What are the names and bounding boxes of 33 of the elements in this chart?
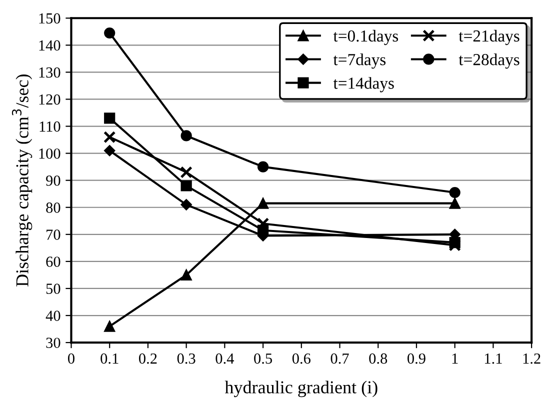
legend-label: t=7days [333, 54, 386, 69]
y-tick-label: 60 [46, 256, 60, 267]
y-tick-label: 70 [46, 230, 60, 240]
x-tick-label: 0.9 [408, 353, 426, 364]
legend-label: t=28days [458, 54, 520, 69]
y-axis-title: Discharge capacity (cm$^{3}$/sec) [12, 74, 32, 286]
y-tick-label: 90 [46, 175, 60, 186]
x-tick-label: 1 [452, 353, 458, 364]
x-tick-label: 0.4 [216, 353, 234, 364]
y-tick-label: 130 [39, 67, 60, 78]
x-tick-label: 0.2 [138, 353, 157, 364]
y-tick-label: 120 [39, 94, 60, 105]
y-tick-label: 40 [46, 310, 60, 321]
y-tick-label: 150 [39, 13, 60, 24]
y-tick-label: 50 [46, 284, 60, 294]
y-tick-label: 100 [39, 148, 60, 159]
legend-label: t=0.1days [333, 30, 398, 46]
x-axis-title: hydraulic gradient (i) [224, 380, 378, 398]
y-tick-label: 80 [46, 202, 60, 213]
x-tick-label: 0 [68, 353, 74, 364]
y-tick-label: 110 [40, 121, 60, 132]
x-tick-label: 0.1 [100, 353, 118, 364]
y-tick-label: 140 [39, 40, 60, 51]
legend-label: t=21days [458, 30, 520, 46]
x-tick-label: 1.2 [523, 353, 540, 364]
y-tick-label: 30 [46, 338, 60, 348]
x-tick-label: 1.1 [484, 353, 502, 364]
x-tick-label: 0.3 [177, 353, 196, 364]
x-tick-label: 0.7 [330, 353, 349, 364]
x-tick-label: 0.5 [254, 353, 272, 364]
x-tick-label: 0.6 [292, 353, 310, 364]
legend-label: t=14days [333, 77, 394, 92]
x-tick-label: 0.8 [369, 353, 388, 364]
